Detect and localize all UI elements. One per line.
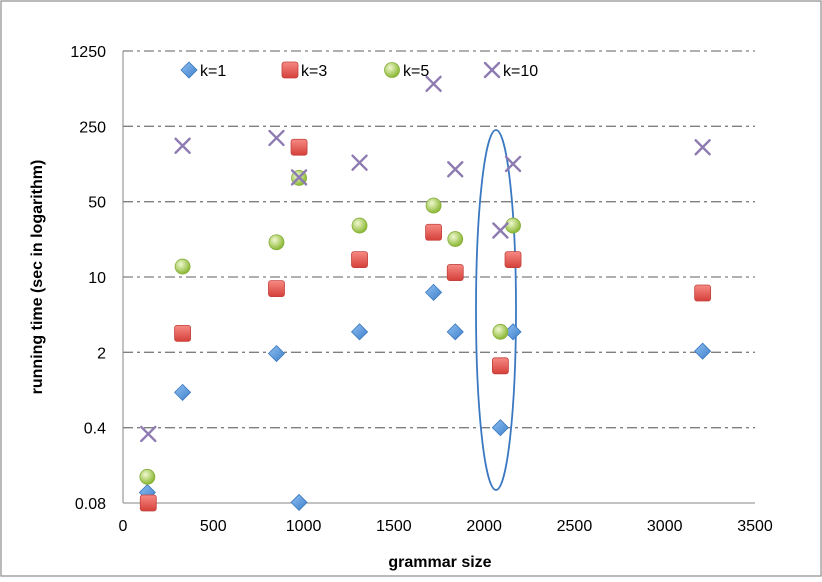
point-k=5-2 [268, 234, 285, 251]
legend-item-k=10: k=10 [483, 61, 538, 80]
point-k=1-7 [491, 419, 509, 437]
point-k=10-9 [694, 139, 711, 156]
point-k=5-6 [447, 231, 464, 247]
point-k=1-1 [174, 383, 192, 401]
legend-item-k=5: k=5 [384, 62, 429, 80]
x-tick-label: 1500 [376, 518, 412, 535]
x-tick-label: 3500 [737, 518, 773, 535]
legend-marker-k=1 [180, 61, 198, 79]
point-k=10-5 [425, 75, 442, 93]
legend-label: k=10 [503, 63, 538, 80]
y-tick-label: 0.4 [84, 421, 106, 438]
y-tick-label: 0.08 [75, 496, 106, 513]
highlight-ellipse [475, 129, 517, 491]
y-tick-labels: 0.08 0.4 2 10 50 250 1250 [70, 44, 106, 513]
legend-label: k=1 [200, 63, 226, 80]
data-points [138, 75, 712, 512]
point-k=1-4 [350, 323, 369, 341]
point-k=10-0 [140, 425, 157, 443]
point-k=10-4 [351, 154, 368, 171]
point-k=5-0 [139, 468, 156, 485]
point-k=10-2 [268, 129, 285, 147]
x-tick-label: 500 [200, 518, 227, 535]
axes [122, 51, 755, 504]
point-k=3-4 [351, 251, 368, 269]
series-k=3 [139, 138, 712, 512]
legend-label: k=5 [403, 63, 429, 80]
point-k=3-7 [491, 357, 509, 375]
x-tick-label: 1000 [286, 518, 322, 535]
point-k=1-9 [694, 342, 712, 360]
legend-label: k=3 [301, 63, 327, 80]
y-tick-label: 10 [88, 270, 106, 287]
x-tick-label: 3000 [647, 518, 683, 535]
point-k=3-0 [139, 494, 157, 512]
point-k=10-6 [447, 161, 464, 178]
point-k=3-5 [425, 223, 442, 241]
point-k=5-1 [174, 258, 191, 275]
x-axis-title: grammar size [388, 554, 491, 571]
point-k=1-2 [267, 344, 286, 363]
series-k=5 [139, 170, 521, 485]
x-tick-labels: 0 500 1000 1500 2000 2500 3000 3500 [119, 518, 773, 535]
point-k=3-1 [174, 324, 191, 342]
point-k=1-3 [290, 493, 308, 511]
point-k=5-5 [425, 197, 442, 214]
y-tick-label: 50 [88, 195, 106, 212]
point-k=3-3 [290, 138, 308, 156]
x-tick-label: 0 [119, 518, 128, 535]
y-tick-label: 1250 [70, 44, 106, 61]
point-k=5-7 [492, 323, 509, 340]
legend-marker-k=3 [281, 61, 299, 79]
x-tick-label: 2500 [557, 518, 593, 535]
point-k=10-7 [492, 222, 509, 239]
point-k=5-8 [505, 217, 521, 234]
point-k=3-2 [268, 280, 285, 298]
legend-item-k=3: k=3 [281, 61, 327, 80]
point-k=3-9 [694, 284, 712, 302]
y-tick-label: 2 [97, 345, 106, 362]
legend-item-k=1: k=1 [180, 61, 226, 80]
point-k=5-4 [351, 217, 368, 234]
point-k=3-8 [504, 251, 522, 269]
gridlines [123, 50, 755, 429]
y-axis-title: running time (sec in logarithm) [29, 160, 46, 395]
point-k=10-3 [290, 169, 308, 186]
point-k=10-1 [174, 137, 191, 154]
point-k=3-6 [446, 264, 464, 281]
point-k=1-5 [425, 283, 443, 301]
legend-marker-k=10 [483, 61, 501, 79]
series-k=10 [140, 75, 711, 443]
x-tick-label: 2000 [466, 518, 502, 535]
legend-marker-k=5 [384, 62, 400, 78]
legend: k=1 k=3 k=5 k=10 [180, 61, 538, 80]
series-k=1 [138, 283, 712, 511]
point-k=1-6 [446, 323, 464, 341]
point-k=10-8 [504, 155, 522, 173]
y-tick-label: 250 [79, 119, 106, 136]
